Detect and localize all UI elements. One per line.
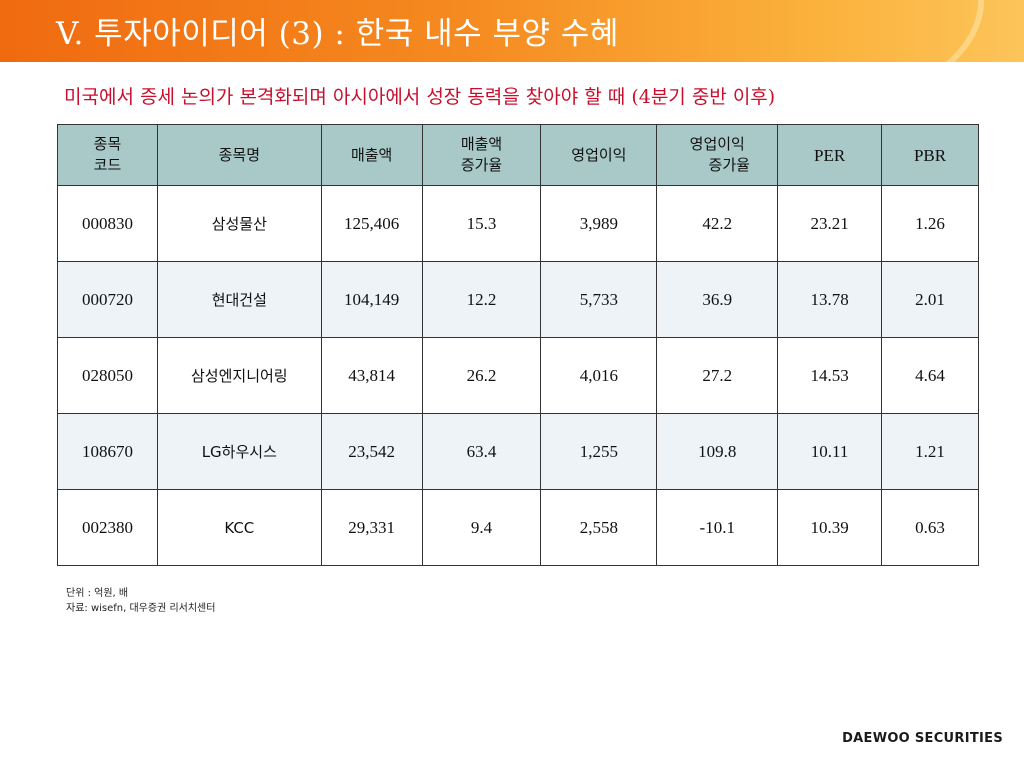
brand-logo-text: DAEWOO SECURITIES	[842, 731, 1003, 746]
slide-title: V. 투자아이디어 (3) : 한국 내수 부양 수혜	[56, 16, 619, 52]
col-header-pbr: PBR	[881, 124, 979, 186]
cell-op-profit: 5,733	[540, 261, 658, 338]
cell-sales-growth: 26.2	[421, 337, 542, 414]
cell-name: 삼성물산	[156, 185, 322, 262]
cell-op-profit: 1,255	[540, 413, 658, 490]
cell-code: 002380	[57, 489, 158, 566]
cell-sales-growth: 9.4	[421, 489, 542, 566]
cell-op-profit: 3,989	[540, 185, 658, 262]
col-header-op-growth-line1: 영업이익	[689, 135, 745, 153]
col-header-code-line2: 코드	[93, 156, 122, 174]
col-header-op-growth: 영업이익 증가율	[656, 124, 779, 186]
cell-code: 108670	[57, 413, 158, 490]
cell-code: 000830	[57, 185, 158, 262]
cell-per: 13.78	[777, 261, 883, 338]
stock-table: 종목 코드 종목명 매출액 매출액 증가율 영업이익 영업이익 증가율 PER	[57, 124, 979, 566]
cell-op-growth: 36.9	[656, 261, 779, 338]
col-header-sales: 매출액	[320, 124, 423, 186]
table-header-row: 종목 코드 종목명 매출액 매출액 증가율 영업이익 영업이익 증가율 PER	[57, 124, 979, 186]
col-header-sales-growth-line2: 증가율	[460, 156, 503, 174]
cell-per: 10.39	[777, 489, 883, 566]
cell-op-growth: -10.1	[656, 489, 779, 566]
cell-sales-growth: 63.4	[421, 413, 542, 490]
col-header-sales-label: 매출액	[350, 145, 393, 164]
cell-op-growth: 109.8	[656, 413, 779, 490]
cell-pbr: 4.64	[881, 337, 979, 414]
col-header-op-profit-label: 영업이익	[571, 145, 627, 164]
cell-pbr: 2.01	[881, 261, 979, 338]
col-header-name-label: 종목명	[218, 145, 260, 164]
cell-per: 23.21	[777, 185, 883, 262]
cell-code: 000720	[57, 261, 158, 338]
cell-name: 삼성엔지니어링	[156, 337, 322, 414]
col-header-per-label: PER	[814, 145, 846, 165]
slide-subtitle: 미국에서 증세 논의가 본격화되며 아시아에서 성장 동력을 찾아야 할 때 (…	[64, 86, 776, 108]
cell-op-growth: 27.2	[656, 337, 779, 414]
cell-op-profit: 4,016	[540, 337, 658, 414]
col-header-op-profit: 영업이익	[540, 124, 658, 186]
cell-sales: 125,406	[320, 185, 423, 262]
col-header-code-line1: 종목	[93, 135, 122, 153]
cell-name: 현대건설	[156, 261, 322, 338]
cell-sales-growth: 15.3	[421, 185, 542, 262]
col-header-sales-growth-line1: 매출액	[460, 135, 503, 153]
col-header-sales-growth: 매출액 증가율	[421, 124, 542, 186]
table-row: 108670 LG하우시스 23,542 63.4 1,255 109.8 10…	[57, 413, 979, 490]
cell-sales: 104,149	[320, 261, 423, 338]
cell-name: LG하우시스	[156, 413, 322, 490]
footnote: 단위 : 억원, 배 자료: wisefn, 대우증권 리서치센터	[66, 586, 215, 616]
cell-per: 14.53	[777, 337, 883, 414]
footnote-source: 자료: wisefn, 대우증권 리서치센터	[66, 603, 216, 614]
table-row: 002380 KCC 29,331 9.4 2,558 -10.1 10.39 …	[57, 489, 979, 566]
cell-code: 028050	[57, 337, 158, 414]
cell-op-growth: 42.2	[656, 185, 779, 262]
cell-sales-growth: 12.2	[421, 261, 542, 338]
col-header-name: 종목명	[156, 124, 322, 186]
cell-sales: 23,542	[320, 413, 423, 490]
table-row: 000720 현대건설 104,149 12.2 5,733 36.9 13.7…	[57, 261, 979, 338]
col-header-op-growth-line2: 증가율	[708, 156, 750, 174]
col-header-pbr-label: PBR	[913, 145, 947, 165]
cell-per: 10.11	[777, 413, 883, 490]
cell-pbr: 1.26	[881, 185, 979, 262]
table-row: 028050 삼성엔지니어링 43,814 26.2 4,016 27.2 14…	[57, 337, 979, 414]
col-header-code: 종목 코드	[57, 124, 158, 186]
cell-name: KCC	[156, 489, 322, 566]
cell-sales: 43,814	[320, 337, 423, 414]
cell-pbr: 0.63	[881, 489, 979, 566]
table-row: 000830 삼성물산 125,406 15.3 3,989 42.2 23.2…	[57, 185, 979, 262]
footnote-unit: 단위 : 억원, 배	[66, 588, 129, 599]
cell-op-profit: 2,558	[540, 489, 658, 566]
cell-sales: 29,331	[320, 489, 423, 566]
header-bar: V. 투자아이디어 (3) : 한국 내수 부양 수혜	[0, 0, 1024, 62]
col-header-per: PER	[777, 124, 883, 186]
cell-pbr: 1.21	[881, 413, 979, 490]
